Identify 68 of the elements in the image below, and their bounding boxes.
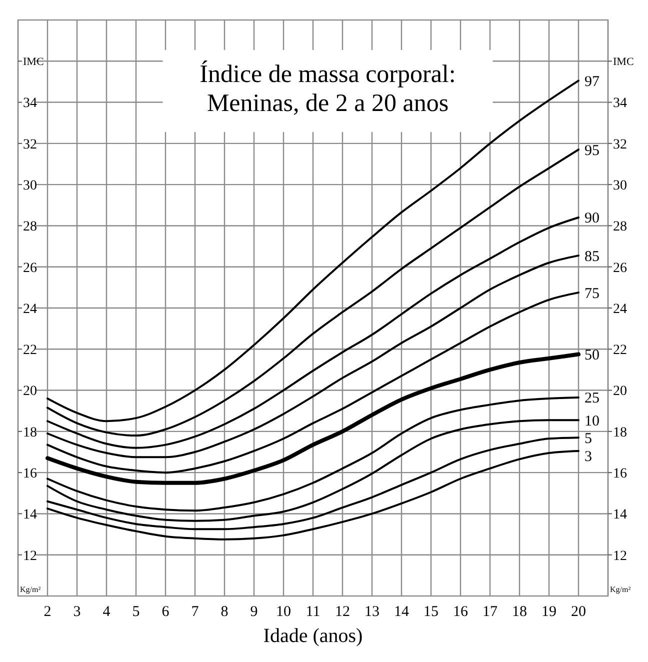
x-tick-label: 20 [571, 604, 586, 620]
x-tick-label: 13 [364, 604, 380, 620]
y-tick-label: 24 [23, 302, 37, 317]
y-tick-label: 22 [23, 343, 37, 358]
series-label: 75 [584, 286, 600, 302]
x-axis-title: Idade (anos) [263, 625, 363, 647]
y2-tick-label: 34 [613, 96, 627, 112]
x-tick-label: 8 [220, 604, 228, 620]
x-tick-label: 14 [394, 604, 410, 620]
line-series [46, 436, 580, 530]
y-tick-label: 34 [23, 96, 37, 112]
x-tick-label: 5 [132, 604, 140, 620]
text: Índice de massa corporal: Meninas, de 2 a 20 anos [200, 60, 456, 117]
x-tick-label: 12 [335, 604, 350, 620]
y-tick-label: 18 [23, 425, 37, 440]
series-label: 50 [584, 348, 600, 364]
x-tick-label: 10 [276, 604, 291, 620]
x-tick-label: 16 [453, 604, 468, 620]
series-label: 5 [584, 430, 592, 447]
line-series [46, 254, 580, 458]
line-series [46, 216, 580, 449]
y-tick-label: 26 [23, 260, 37, 276]
x-tick-label: 7 [191, 604, 200, 620]
series-label: 95 [584, 142, 600, 159]
line-series [46, 148, 580, 437]
y2-tick-label: 18 [613, 425, 627, 440]
series-label: 3 [584, 449, 592, 466]
y2-tick-label: 14 [613, 508, 627, 523]
y2-axis-title: Kg/m² [610, 585, 632, 594]
y2-tick-label: 16 [613, 466, 627, 482]
x-tick-label: 2 [44, 604, 52, 620]
y-tick-label: 16 [23, 466, 37, 482]
y-axis-title: Kg/m² [20, 585, 42, 594]
line-series [46, 396, 580, 512]
line-series [46, 419, 580, 522]
series-label: 25 [584, 390, 600, 407]
x-tick-label: 18 [512, 604, 527, 620]
x-tick-label: 15 [424, 604, 438, 620]
y-tick-label: 32 [23, 137, 37, 152]
x-tick-label: 17 [482, 604, 498, 620]
line-series [46, 292, 580, 474]
x-tick-label: 9 [250, 604, 258, 620]
y-tick-label: 20 [23, 384, 37, 400]
x-tick-label: 11 [306, 604, 320, 620]
y-tick-label: 12 [23, 548, 37, 564]
x-tick-label: 6 [162, 604, 170, 620]
y2-tick-label: 26 [613, 260, 627, 276]
series-label: 97 [584, 74, 600, 90]
y2-tick-label: 30 [613, 178, 627, 194]
series-label: 85 [584, 248, 600, 265]
y2-tick-label: 32 [613, 137, 627, 152]
line-series [46, 352, 580, 485]
y2-tick-label: 28 [613, 220, 627, 235]
y-tick-label: IMC [23, 56, 44, 68]
x-tick-label: 4 [102, 604, 111, 620]
y2-tick-label: 12 [613, 548, 627, 564]
y-tick-label: 14 [23, 508, 37, 523]
x-tick-label: 3 [73, 604, 81, 620]
y-tick-label: 28 [23, 220, 37, 235]
y-tick-label: 30 [23, 178, 37, 194]
x-tick-label: 19 [542, 604, 556, 620]
series-label: 90 [584, 210, 600, 227]
series-label: 10 [584, 413, 600, 430]
line-series [46, 450, 580, 540]
y2-tick-label: 22 [613, 343, 627, 358]
y2-tick-label: IMC [613, 56, 634, 68]
y2-tick-label: 24 [613, 302, 627, 317]
y2-tick-label: 20 [613, 384, 627, 400]
